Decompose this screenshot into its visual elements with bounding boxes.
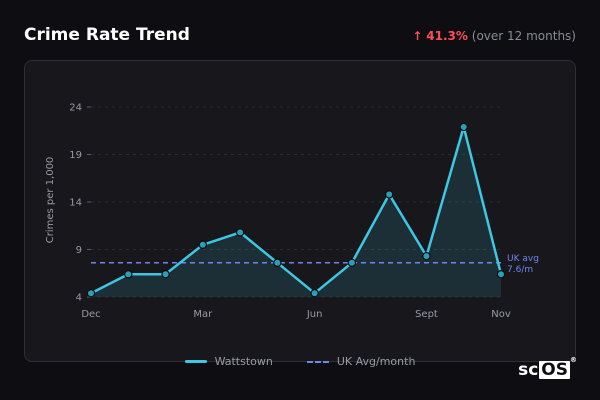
data-point[interactable] [347, 258, 357, 267]
trend-percentage: 41.3% [426, 29, 468, 43]
y-tick-label: 24 [69, 103, 82, 114]
points-layer [86, 122, 506, 298]
scos-logo: sc OS ® [518, 356, 577, 380]
x-tick-label: Sept [415, 309, 438, 320]
x-tick-label: Mar [193, 309, 213, 320]
data-point[interactable] [422, 251, 431, 261]
y-tick-label: 14 [69, 198, 82, 209]
x-tick-label: Dec [81, 309, 100, 320]
legend-swatch-solid [184, 360, 207, 363]
y-tick-label: 19 [69, 150, 82, 161]
trend-change: ↑ 41.3% (over 12 months) [412, 29, 576, 43]
data-point[interactable] [496, 270, 506, 279]
legend-swatch-dashed [306, 360, 329, 363]
data-point[interactable] [86, 289, 96, 298]
x-tick-label: Jun [306, 309, 323, 320]
uk-average-label: UK avg [507, 254, 539, 264]
legend-item-average[interactable]: UK Avg/month [306, 355, 416, 368]
y-tick-label: 9 [76, 245, 82, 256]
legend-label-average: UK Avg/month [336, 355, 416, 368]
data-point[interactable] [235, 228, 245, 237]
logo-suffix: OS [539, 360, 570, 380]
legend: Wattstown UK Avg/month [0, 355, 600, 368]
x-tick-label: Nov [491, 309, 511, 320]
axis-layer: 4 9 14 19 24 Dec Mar Jun Sept Nov [69, 103, 511, 321]
logo-registered-mark: ® [570, 356, 577, 364]
y-axis-label: Crimes per 1,000 [45, 157, 56, 244]
trend-up-icon: ↑ [412, 29, 423, 43]
legend-item-series[interactable]: Wattstown [184, 355, 273, 368]
y-tick-label: 4 [76, 293, 82, 304]
data-point[interactable] [124, 270, 133, 279]
grid-layer [91, 106, 501, 298]
uk-average-value: 7.6/m [507, 265, 533, 275]
series-line-wattstown [90, 125, 503, 295]
data-point[interactable] [310, 289, 319, 298]
trend-period: (over 12 months) [471, 29, 576, 43]
data-point[interactable] [198, 240, 208, 249]
series-area [91, 127, 501, 297]
data-point[interactable] [459, 122, 468, 132]
chart-title: Crime Rate Trend [24, 25, 190, 45]
data-point[interactable] [384, 190, 394, 199]
legend-label-series: Wattstown [214, 355, 273, 368]
data-point[interactable] [161, 270, 170, 279]
data-point[interactable] [273, 258, 282, 267]
logo-prefix: sc [518, 360, 539, 380]
